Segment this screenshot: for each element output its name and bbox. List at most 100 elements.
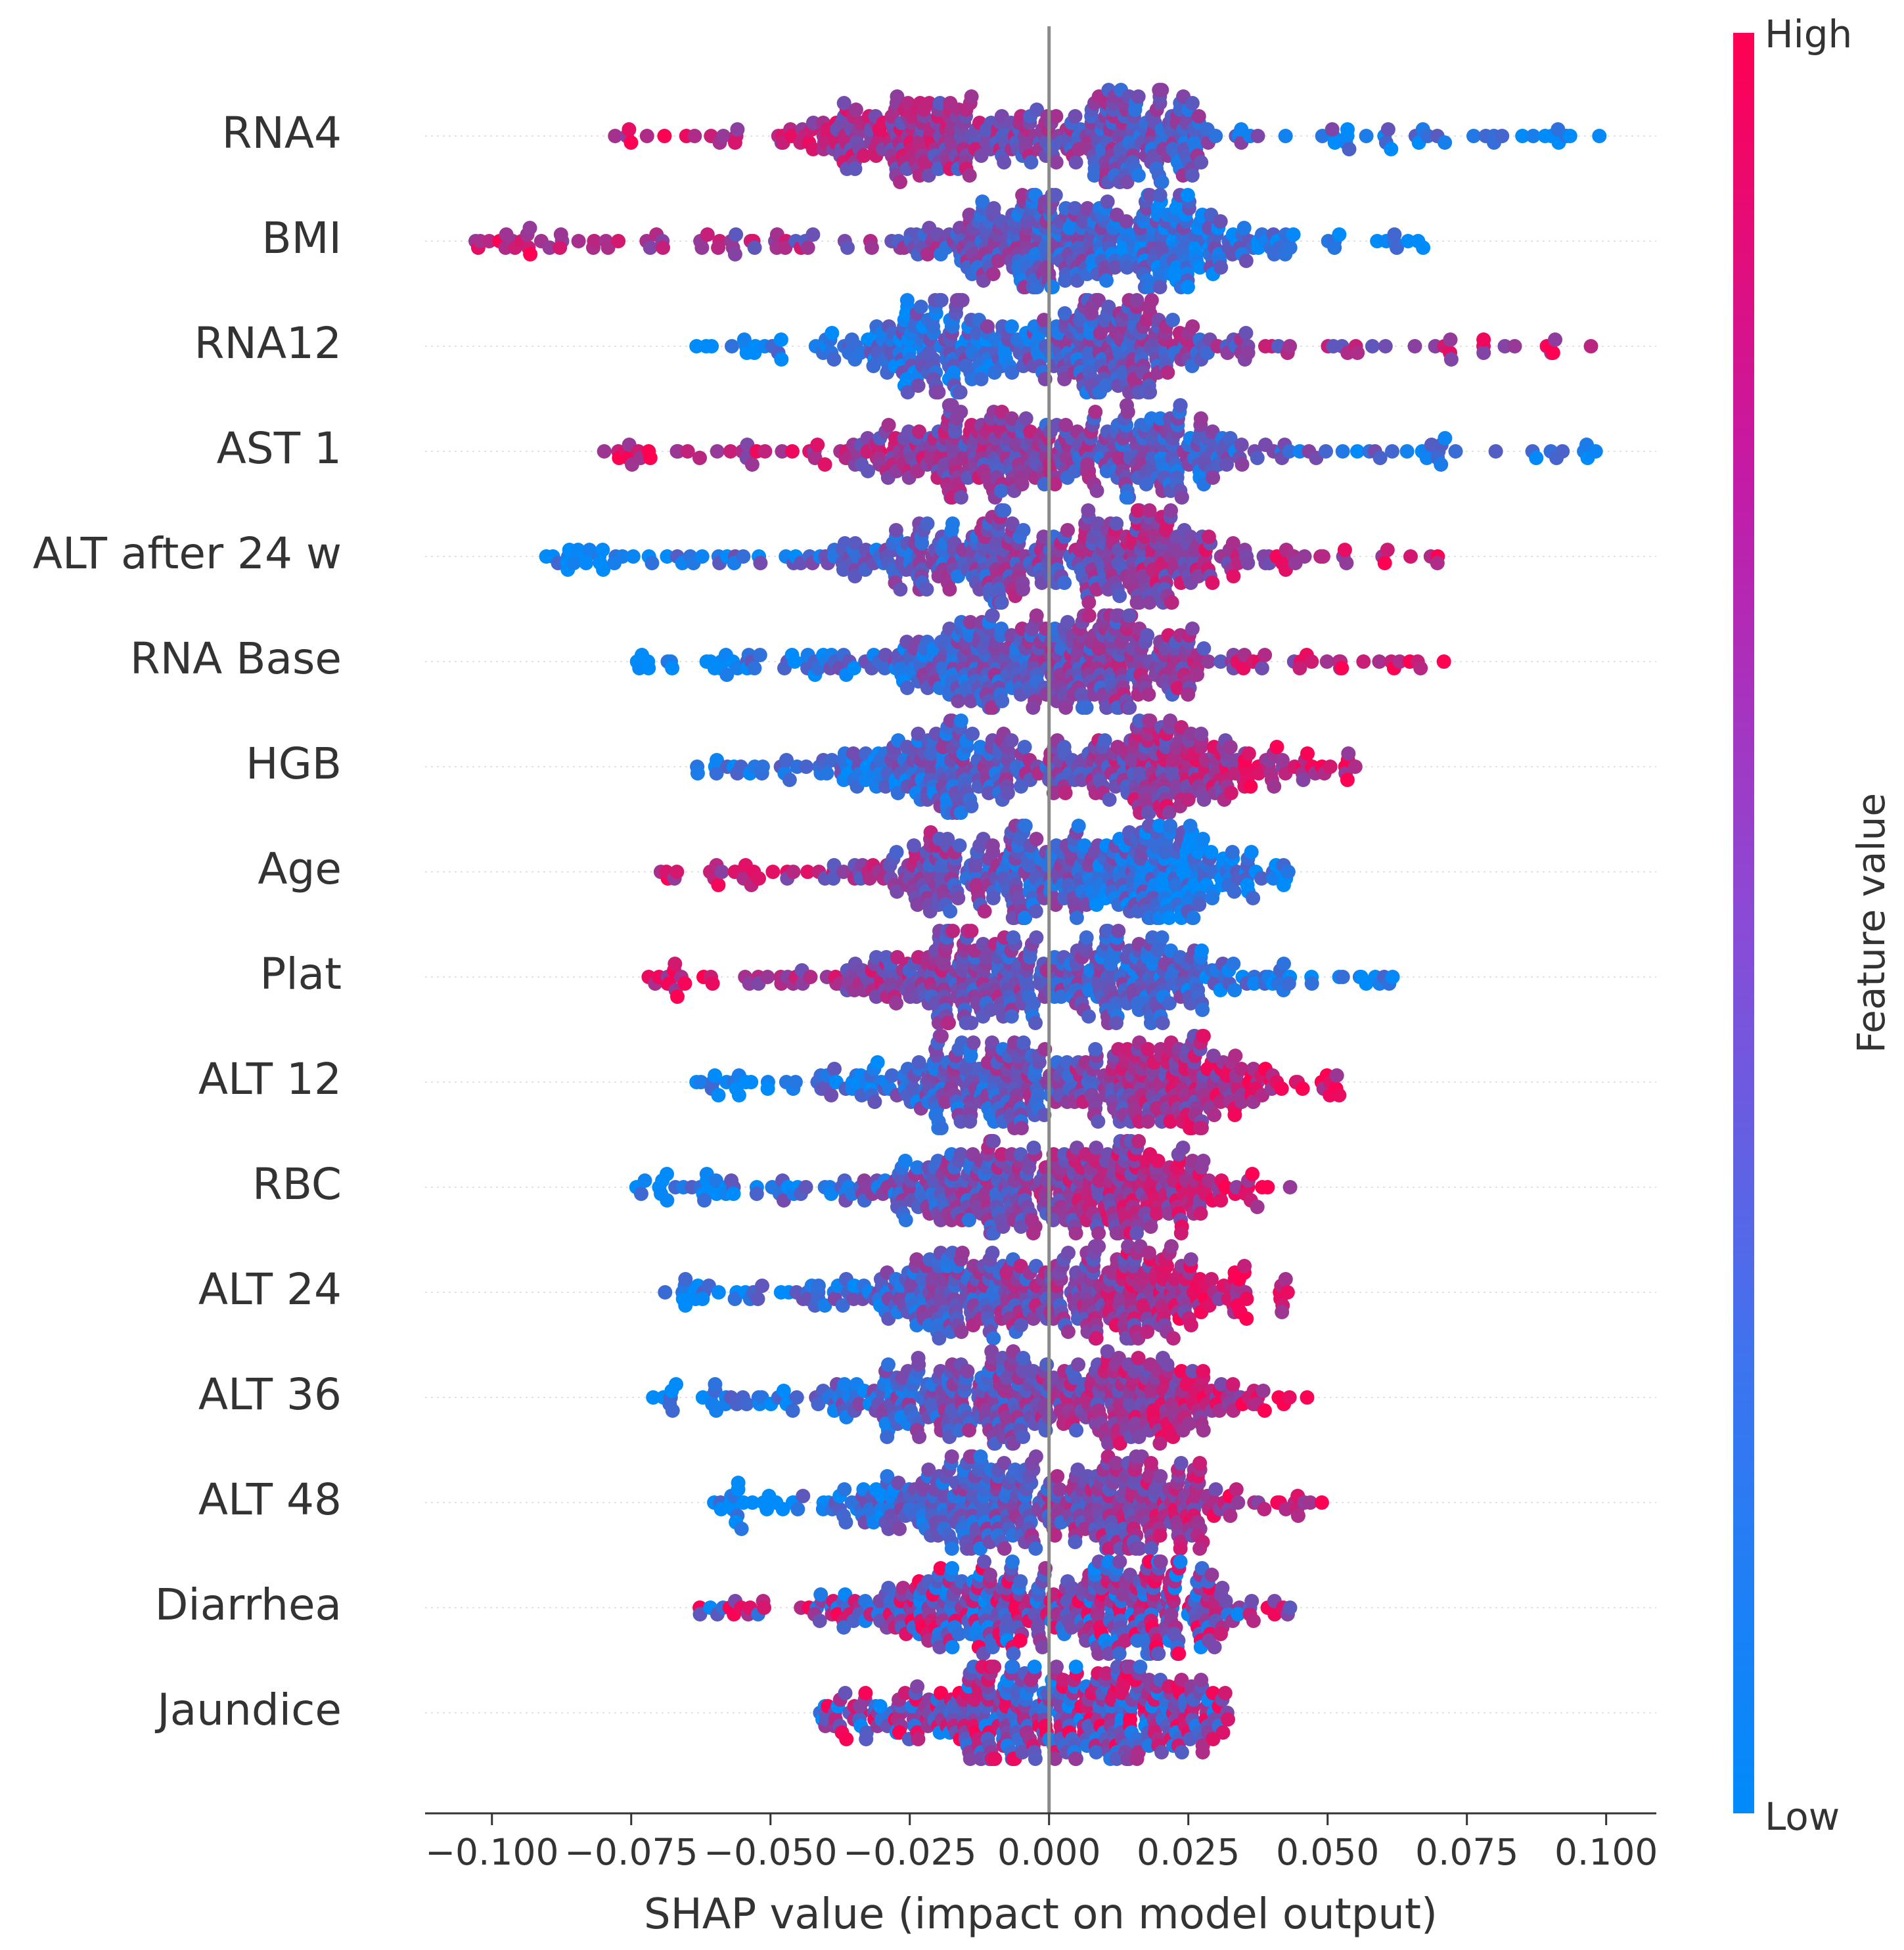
shap-dot xyxy=(1112,589,1127,603)
shap-dot xyxy=(1016,1035,1031,1050)
shap-dot xyxy=(1129,1226,1144,1240)
shap-dot xyxy=(1163,819,1178,833)
shap-dot xyxy=(1245,1167,1260,1181)
shap-dot xyxy=(899,293,915,307)
shap-dot xyxy=(1365,339,1380,353)
shap-dot xyxy=(1079,700,1094,715)
shap-dot xyxy=(752,871,766,886)
shap-dot xyxy=(1186,911,1201,925)
shap-dot xyxy=(1004,733,1019,748)
shap-dot xyxy=(1004,1009,1019,1024)
shap-dot xyxy=(660,549,675,564)
shap-dot xyxy=(1378,339,1393,353)
shap-dot xyxy=(1507,339,1522,353)
shap-dot xyxy=(747,661,762,675)
shap-dot xyxy=(893,582,908,597)
shap-dot xyxy=(731,1088,746,1102)
shap-dot xyxy=(803,970,818,984)
shap-dot xyxy=(760,1081,775,1096)
shap-dot xyxy=(985,1246,1000,1260)
shap-dot xyxy=(596,562,611,577)
shap-dot xyxy=(1327,240,1342,255)
shap-dot xyxy=(1413,661,1428,675)
shap-dot xyxy=(1335,970,1350,984)
shap-dot xyxy=(1334,661,1349,675)
shap-dot xyxy=(942,582,957,597)
shap-dot xyxy=(1060,523,1075,537)
shap-dot xyxy=(1155,1016,1170,1030)
shap-dot xyxy=(1545,346,1560,360)
shap-dot xyxy=(1342,142,1357,156)
shap-dot xyxy=(1246,891,1261,905)
shap-dot xyxy=(1204,845,1219,859)
shap-dot xyxy=(1476,346,1491,360)
shap-dot xyxy=(1466,129,1481,143)
shap-dot xyxy=(1419,451,1434,465)
shap-dot xyxy=(1194,155,1209,170)
shap-dot xyxy=(615,549,630,564)
shap-dot xyxy=(753,556,768,570)
shap-dot xyxy=(1234,438,1249,452)
shap-dot xyxy=(1436,654,1451,669)
shap-dot xyxy=(1340,773,1355,787)
shap-dot xyxy=(668,957,683,971)
shap-dot xyxy=(719,668,735,682)
shap-dot xyxy=(695,1292,710,1306)
shap-dot xyxy=(1562,129,1577,143)
shap-dot xyxy=(953,490,968,505)
shap-dot xyxy=(827,352,842,367)
shap-dot xyxy=(1226,569,1241,583)
shap-dot xyxy=(954,1325,969,1339)
shap-dot xyxy=(714,865,729,879)
shap-dot xyxy=(1144,293,1159,307)
shap-dot xyxy=(1109,1016,1123,1030)
shap-dot xyxy=(867,1095,882,1109)
shap-dot xyxy=(657,129,672,143)
shap-dot xyxy=(911,378,926,393)
shap-dot xyxy=(1241,746,1256,761)
shap-dot xyxy=(1109,516,1124,531)
shap-dot xyxy=(964,924,979,938)
shap-dot xyxy=(1014,1121,1029,1135)
shap-dot xyxy=(1185,96,1200,110)
shap-dot xyxy=(953,805,968,820)
shap-dot xyxy=(1091,1239,1106,1254)
shap-dot xyxy=(1278,129,1293,143)
shap-dot xyxy=(1057,576,1072,590)
shap-dot xyxy=(1154,83,1169,97)
shap-dot xyxy=(824,1187,839,1201)
shap-dot xyxy=(1016,582,1030,597)
shap-dot xyxy=(975,194,990,209)
shap-dot xyxy=(955,293,970,307)
shap-dot xyxy=(1323,760,1338,774)
shap-dot xyxy=(805,116,821,130)
shap-dot xyxy=(1006,930,1021,945)
shap-dot xyxy=(984,700,999,715)
shap-dot xyxy=(1430,556,1445,570)
shap-dot xyxy=(840,240,855,255)
shap-dot xyxy=(1238,254,1254,268)
shap-dot xyxy=(997,503,1012,518)
shap-dot xyxy=(1185,319,1200,334)
shap-dot xyxy=(1089,484,1104,498)
shap-dot xyxy=(1029,930,1044,945)
shap-dot xyxy=(982,786,996,800)
shap-dot xyxy=(670,989,685,1004)
shap-dot xyxy=(1225,536,1240,551)
shap-dot xyxy=(1054,989,1069,1004)
shap-dot xyxy=(784,444,800,459)
shap-dot xyxy=(1195,1003,1210,1017)
shap-dot xyxy=(1130,503,1145,518)
shap-dot xyxy=(522,221,537,235)
shap-dot xyxy=(1185,622,1200,636)
shap-dot xyxy=(953,1147,968,1162)
shap-dot xyxy=(1004,319,1019,334)
shap-dot xyxy=(1154,930,1169,945)
shap-dot xyxy=(1260,1180,1275,1194)
shap-dot xyxy=(1269,740,1284,754)
shap-dot xyxy=(848,536,863,551)
shap-dot xyxy=(660,1167,674,1181)
shap-dot xyxy=(1407,339,1422,353)
shap-dot xyxy=(1356,654,1371,669)
shap-dot xyxy=(744,457,759,472)
